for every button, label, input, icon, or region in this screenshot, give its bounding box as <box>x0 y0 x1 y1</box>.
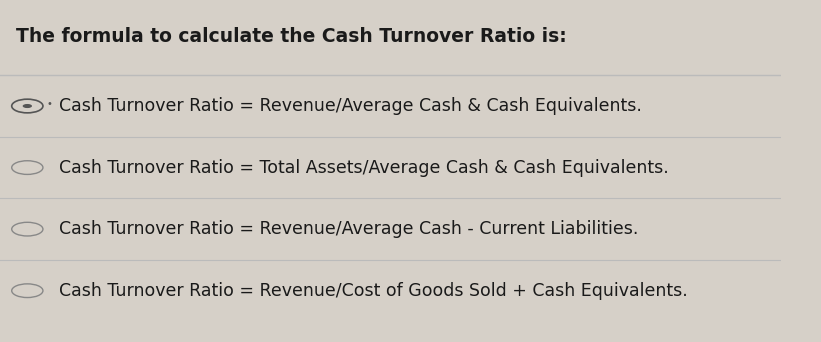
Circle shape <box>23 104 32 108</box>
Text: •: • <box>47 99 53 109</box>
Text: Cash Turnover Ratio = Revenue/Cost of Goods Sold + Cash Equivalents.: Cash Turnover Ratio = Revenue/Cost of Go… <box>58 282 687 300</box>
Text: The formula to calculate the Cash Turnover Ratio is:: The formula to calculate the Cash Turnov… <box>16 27 566 47</box>
Text: Cash Turnover Ratio = Revenue/Average Cash - Current Liabilities.: Cash Turnover Ratio = Revenue/Average Ca… <box>58 220 638 238</box>
Text: Cash Turnover Ratio = Revenue/Average Cash & Cash Equivalents.: Cash Turnover Ratio = Revenue/Average Ca… <box>58 97 641 115</box>
Text: Cash Turnover Ratio = Total Assets/Average Cash & Cash Equivalents.: Cash Turnover Ratio = Total Assets/Avera… <box>58 159 668 176</box>
